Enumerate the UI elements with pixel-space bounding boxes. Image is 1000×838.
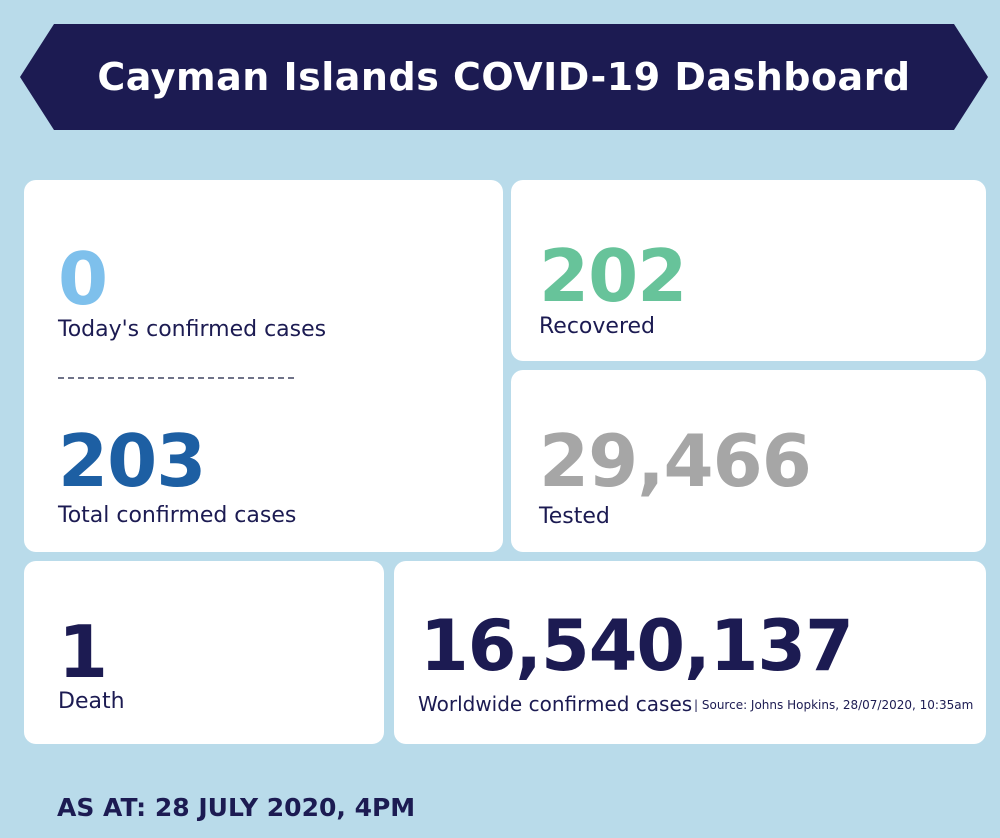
recovered-label: Recovered — [539, 314, 656, 339]
tested-label: Tested — [539, 504, 610, 529]
worldwide-label: Worldwide confirmed cases — [418, 692, 693, 716]
death-label: Death — [58, 689, 125, 714]
recovered-card: 202 Recovered — [511, 180, 986, 361]
worldwide-value: 16,540,137 — [420, 605, 854, 687]
confirmed-cases-card: 0 Today's confirmed cases 203 Total conf… — [24, 180, 503, 552]
page-title: Cayman Islands COVID-19 Dashboard — [97, 55, 911, 99]
todays-cases-value: 0 — [58, 237, 108, 321]
total-cases-label: Total confirmed cases — [58, 503, 297, 528]
death-value: 1 — [58, 610, 108, 694]
todays-cases-label: Today's confirmed cases — [58, 317, 327, 342]
title-banner: Cayman Islands COVID-19 Dashboard — [20, 24, 988, 130]
tested-value: 29,466 — [539, 419, 812, 503]
worldwide-card: 16,540,137 Worldwide confirmed cases | S… — [394, 561, 986, 744]
death-card: 1 Death — [24, 561, 384, 744]
tested-card: 29,466 Tested — [511, 370, 986, 552]
as-at-date: AS AT: 28 JULY 2020, 4PM — [57, 793, 416, 822]
total-cases-value: 203 — [58, 419, 206, 503]
banner-shape — [20, 24, 988, 130]
recovered-value: 202 — [539, 234, 687, 318]
card-divider — [58, 377, 294, 379]
source-note: | Source: Johns Hopkins, 28/07/2020, 10:… — [694, 698, 974, 712]
